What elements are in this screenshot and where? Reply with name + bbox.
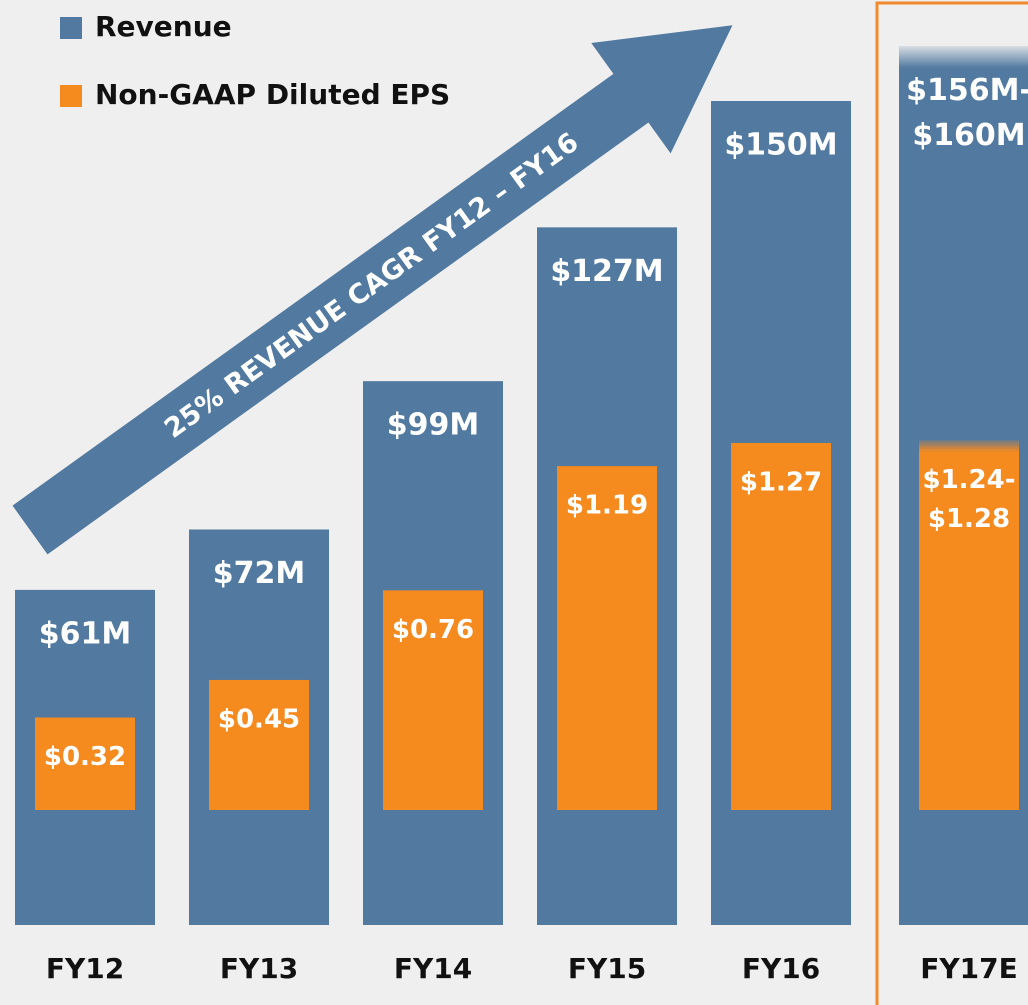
value-label: $156M-$160M (906, 73, 1028, 153)
value-label: $61M (39, 616, 131, 651)
range-bar (899, 46, 1028, 69)
x-tick-label: FY13 (220, 952, 298, 985)
bar (557, 466, 657, 810)
highlight-box (875, 1, 1028, 1005)
bar (731, 442, 831, 810)
legend-swatch (60, 17, 82, 39)
x-tick-label: FY17E (920, 952, 1018, 985)
value-label: $0.76 (392, 615, 474, 645)
bar (919, 451, 1019, 810)
x-tick-label: FY16 (742, 952, 820, 985)
bar (35, 717, 135, 810)
legend-label: Revenue (95, 10, 232, 43)
arrow-shape (12, 25, 733, 555)
legend-swatch (60, 85, 82, 107)
value-label: $150M (724, 128, 837, 163)
bar (383, 590, 483, 810)
value-label: $1.24-$1.28 (922, 465, 1015, 534)
legend-label: Non-GAAP Diluted EPS (95, 78, 450, 111)
value-label: $0.32 (44, 742, 126, 772)
value-label: $0.45 (218, 704, 300, 734)
value-label: $1.27 (740, 467, 822, 497)
x-tick-label: FY12 (46, 952, 124, 985)
value-label: $1.19 (566, 491, 648, 521)
bar (209, 679, 309, 810)
range-bar (919, 440, 1019, 452)
x-tick-label: FY15 (568, 952, 646, 985)
x-tick-label: FY14 (394, 952, 472, 985)
value-label: $99M (387, 408, 479, 443)
value-label: $127M (550, 254, 663, 289)
value-label: $72M (213, 556, 305, 591)
